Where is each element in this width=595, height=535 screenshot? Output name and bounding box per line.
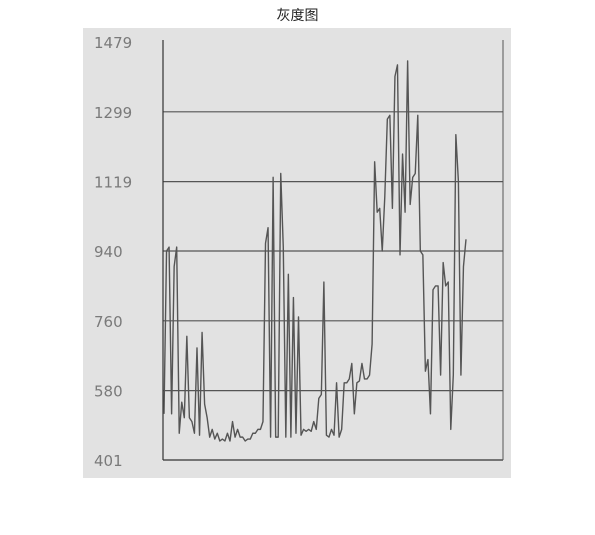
y-tick-label: 1299 xyxy=(94,104,132,122)
y-tick-label: 760 xyxy=(94,313,123,331)
y-tick-label: 1119 xyxy=(94,174,132,192)
grid-lines xyxy=(163,111,503,392)
y-tick-label: 940 xyxy=(94,243,123,261)
series-line xyxy=(163,60,467,442)
series-layer xyxy=(163,60,467,442)
y-tick-label: 580 xyxy=(94,383,123,401)
chart-title: 灰度图 xyxy=(276,8,319,24)
y-tick-label: 1479 xyxy=(94,34,132,52)
axes xyxy=(162,40,504,461)
y-tick-labels: 401 580 760 940 1119 1299 1479 xyxy=(94,34,132,470)
y-tick-label: 401 xyxy=(94,452,123,470)
